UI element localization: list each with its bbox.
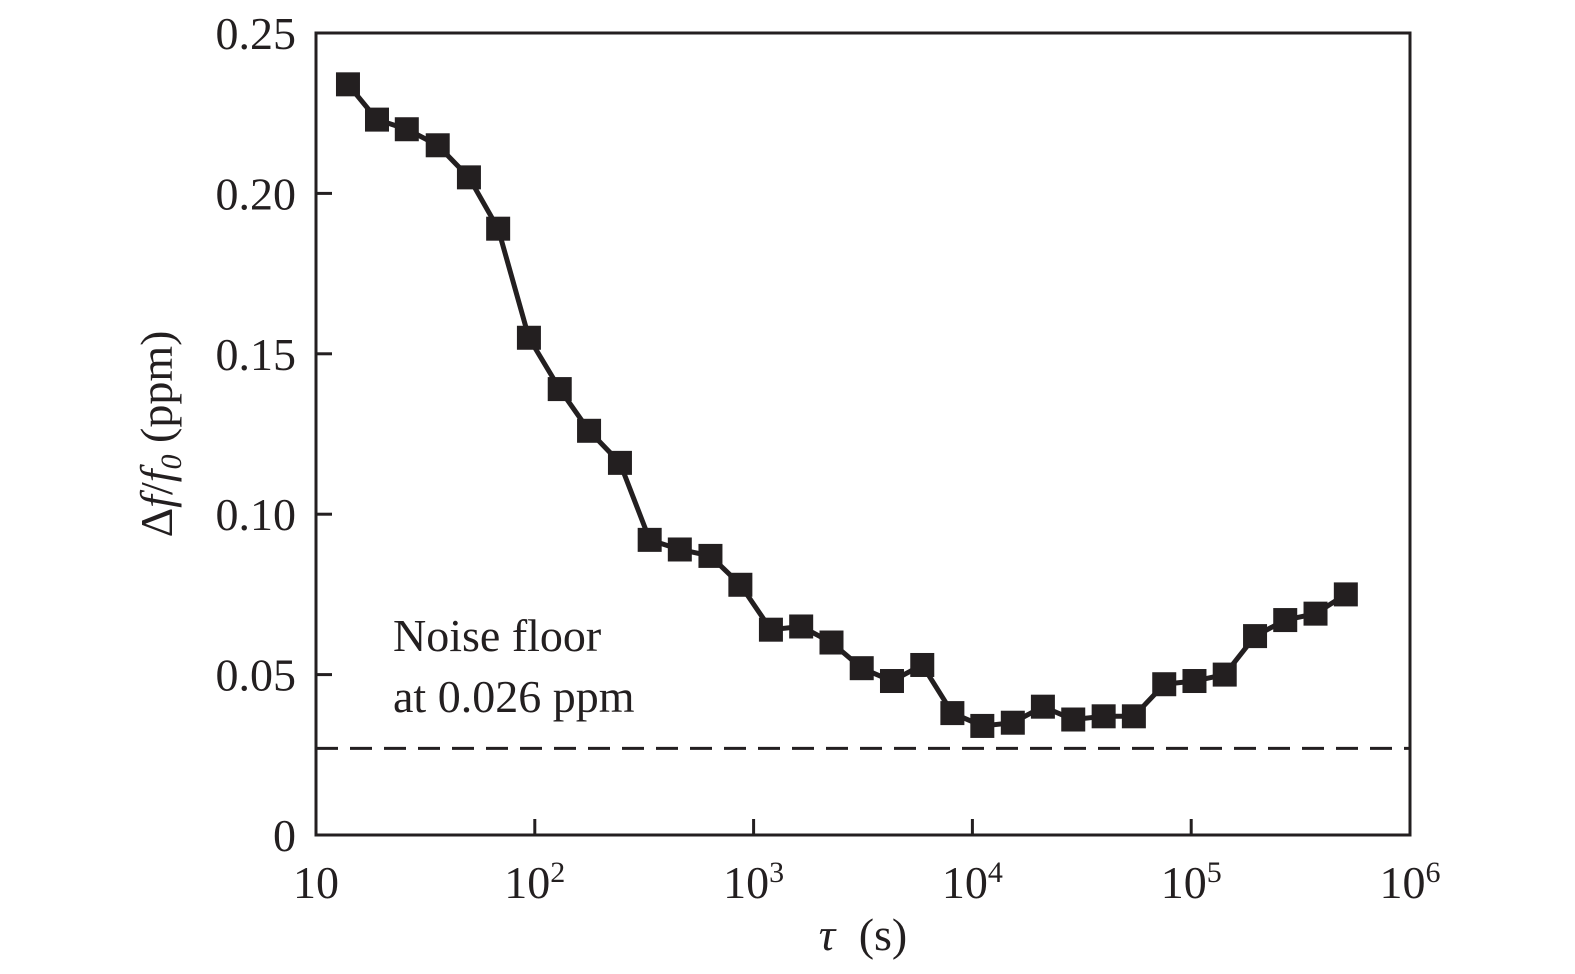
data-point-21 [970,713,995,738]
data-point-10 [637,527,662,552]
y-tick-label: 0.15 [216,329,297,380]
data-point-6 [516,325,541,350]
y-tick-label: 0.05 [216,650,297,701]
x-tick-label: 104 [942,856,1003,908]
annotation-line-1: Noise floor [393,610,601,661]
data-point-28 [1182,669,1207,694]
data-point-23 [1030,694,1055,719]
y-tick-label: 0.25 [216,8,297,59]
data-point-18 [879,669,904,694]
x-tick-label: 105 [1161,856,1222,908]
data-point-0 [335,72,360,97]
data-point-26 [1121,704,1146,729]
annotation-noise-floor: Noise floor [393,610,601,661]
data-point-7 [547,377,572,402]
plot-frame [314,31,1412,837]
data-point-29 [1212,662,1237,687]
data-point-2 [394,117,419,142]
data-point-16 [819,630,844,655]
data-point-17 [849,656,874,681]
y-tick-label: 0.20 [216,168,297,219]
data-point-22 [1000,710,1025,735]
data-point-24 [1061,707,1086,732]
data-point-13 [728,572,753,597]
series-line [346,82,1348,729]
x-axis-title: τ (s) [819,909,908,960]
data-point-25 [1091,704,1116,729]
x-tick-label: 103 [723,856,784,908]
data-point-31 [1273,608,1298,633]
y-tick-label: 0.10 [216,489,297,540]
data-point-1 [364,107,389,132]
data-point-33 [1333,582,1358,607]
data-point-14 [758,617,783,642]
data-point-9 [607,450,632,475]
y-axis-title: Δf/f0 (ppm) [131,331,188,538]
y-title-slash: / [131,482,182,495]
data-point-8 [577,418,602,443]
series-layer [335,72,1358,738]
y-axis-ticks: 0 0.05 0.10 0.15 0.20 0.25 [216,8,332,861]
annotation-line-2: at 0.026 ppm [393,671,635,722]
y-title-subscript: 0 [155,454,188,469]
x-axis-unit: (s) [859,909,908,960]
data-point-27 [1152,672,1177,697]
data-point-15 [789,614,814,639]
data-point-20 [940,701,965,726]
data-point-4 [456,165,481,190]
data-point-3 [425,133,450,158]
annotation-noise-floor-value: at 0.026 ppm [393,671,635,722]
data-point-11 [667,537,692,562]
data-point-5 [486,216,511,241]
x-tick-label: 106 [1380,856,1441,908]
data-point-30 [1243,624,1268,649]
data-point-12 [698,543,723,568]
y-title-delta: Δ [131,508,182,538]
data-point-19 [910,652,935,677]
x-tick-label: 10 [293,857,339,908]
y-tick-label: 0 [273,810,296,861]
data-point-32 [1303,601,1328,626]
x-axis-ticks: 10 102 103 104 105 106 [293,819,1441,908]
y-title-unit: (ppm) [131,331,182,455]
x-axis-symbol: τ [819,909,837,960]
x-tick-label: 102 [504,856,565,908]
